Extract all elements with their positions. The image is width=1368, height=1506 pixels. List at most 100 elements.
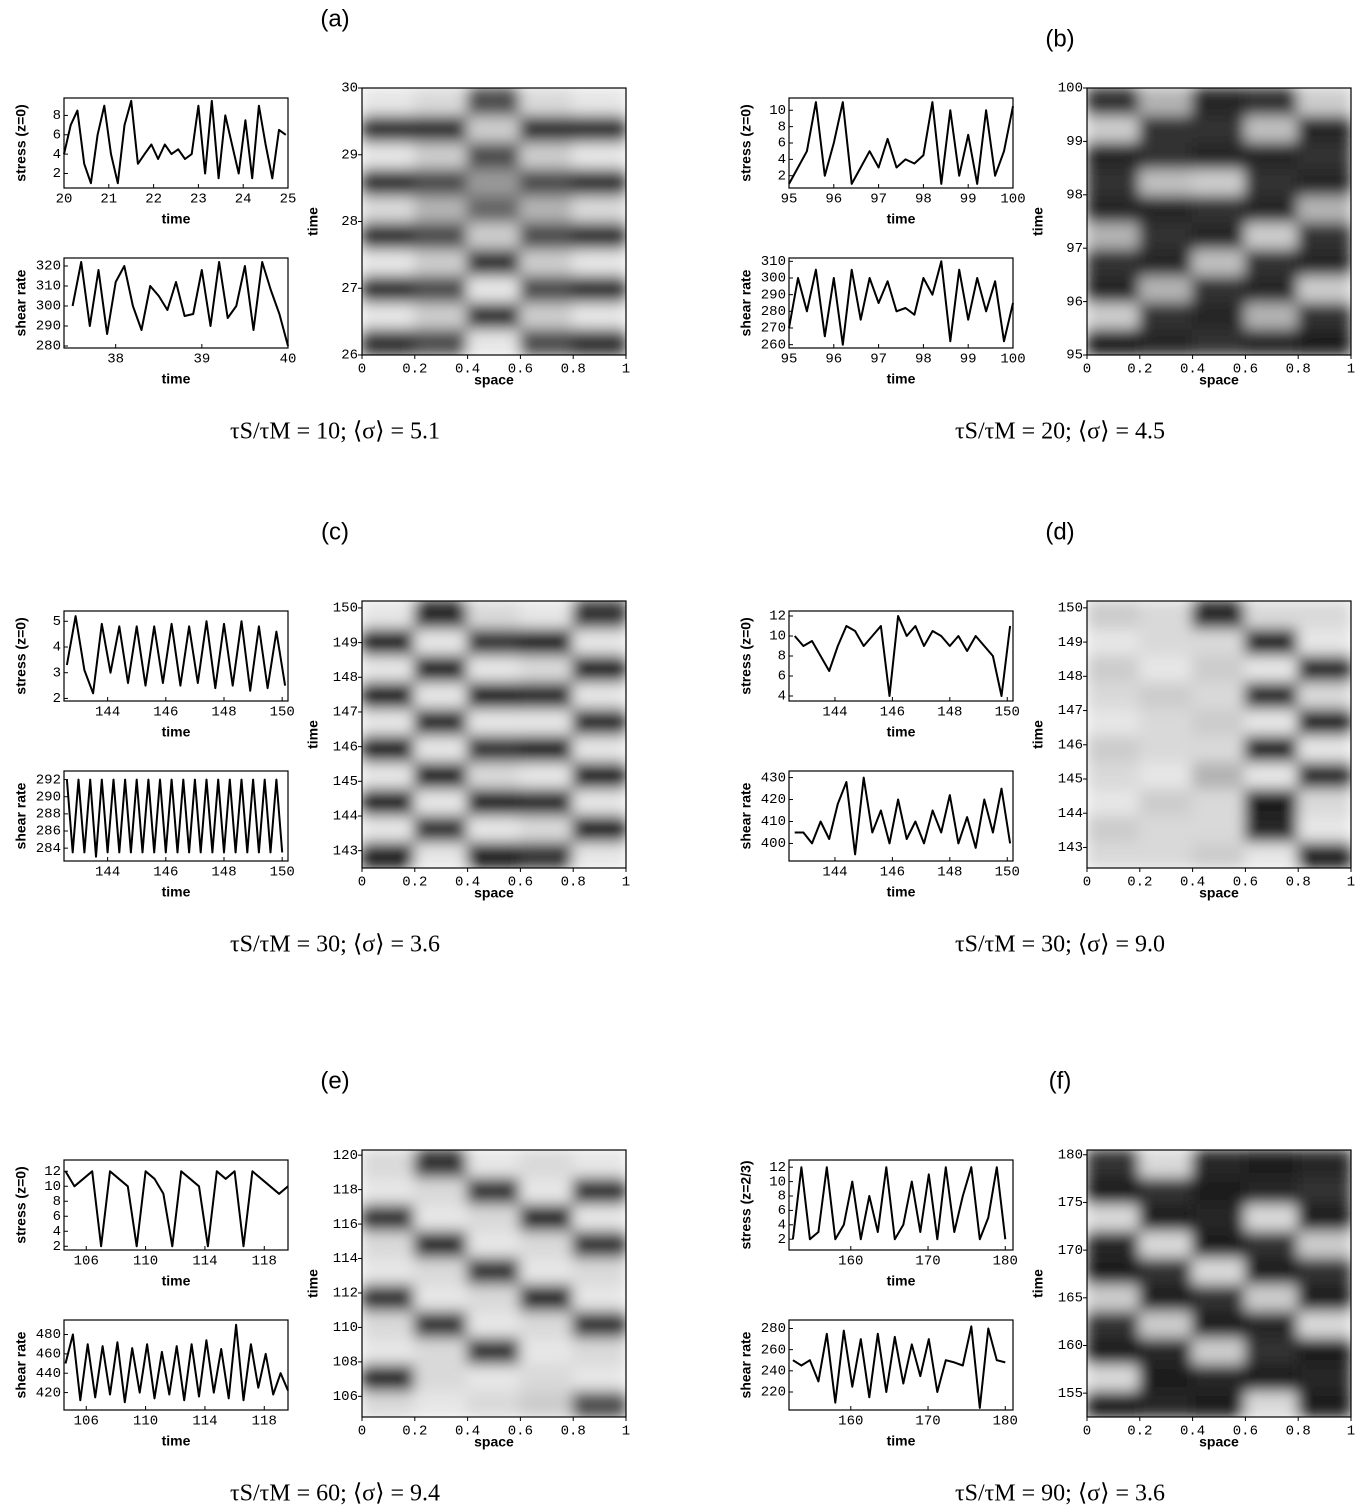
y-tick-label: 12 [769, 609, 786, 625]
x-tick-label: 146 [880, 705, 905, 721]
heatmap-cell [362, 1389, 416, 1417]
y-tick-label: 6 [778, 136, 786, 152]
x-tick-label: 0.8 [561, 1424, 586, 1440]
heatmap-cell [466, 1150, 522, 1178]
y-tick-label: 145 [1058, 772, 1083, 788]
heatmap-cell [362, 1282, 416, 1312]
heatmap-cell [1244, 680, 1300, 709]
x-tick-label: 0 [358, 1424, 366, 1440]
heatmap-cell [362, 273, 416, 303]
x-tick-label: 148 [211, 865, 236, 881]
heatmap-cell [1191, 601, 1247, 629]
heatmap-cell [1087, 1309, 1141, 1338]
x-tick-label: 1 [1347, 875, 1355, 891]
x-tick-label: 170 [915, 1414, 940, 1430]
heatmap-cell [1191, 273, 1247, 303]
panel-caption: τS/τM = 90; ⟨σ⟩ = 3.6 [955, 1481, 1165, 1506]
plot-frame [63, 770, 289, 862]
panel-label: (b) [1045, 25, 1074, 52]
heatmap-cell [572, 706, 626, 736]
heatmap-cell [1138, 327, 1194, 355]
heatmap-cell [466, 88, 522, 116]
heatmap-cell [1244, 653, 1300, 683]
y-tick-label: 286 [36, 824, 61, 840]
x-tick-label: 1 [622, 1424, 630, 1440]
y-tick-label: 165 [1058, 1291, 1083, 1307]
heatmap-cell [413, 220, 469, 250]
heatmap-cell [519, 1282, 575, 1312]
heatmap-cell [466, 1229, 522, 1258]
heatmap-cell [572, 247, 626, 276]
heatmap-cell [1297, 1255, 1351, 1285]
heatmap-area [362, 601, 626, 868]
heatmap-cell [1244, 1389, 1300, 1417]
heatmap-cell [519, 813, 575, 843]
heatmap-cell [1297, 193, 1351, 223]
heatmap-cell [519, 733, 575, 763]
data-line [794, 776, 1012, 856]
x-tick-label: 0 [358, 362, 366, 378]
x-axis-label: time [887, 884, 916, 900]
heatmap-cell [1244, 601, 1300, 629]
y-tick-label: 149 [1058, 635, 1083, 651]
x-axis-label: time [162, 724, 191, 740]
x-tick-label: 0.4 [455, 875, 480, 891]
heatmap-cell [572, 1255, 626, 1285]
panel-label: (d) [1045, 518, 1074, 545]
y-axis-label: time [305, 1269, 321, 1298]
y-tick-label: 143 [1058, 840, 1083, 856]
panel-label: (f) [1049, 1067, 1072, 1094]
y-tick-label: 6 [53, 1209, 61, 1225]
x-tick-label: 160 [838, 1414, 863, 1430]
x-tick-label: 20 [56, 192, 73, 208]
y-tick-label: 284 [36, 841, 61, 857]
heatmap-cell [519, 140, 575, 170]
heatmap-cell [1297, 601, 1351, 629]
heatmap-cell [519, 1175, 575, 1205]
heatmap-cell [1297, 1202, 1351, 1232]
x-tick-label: 22 [145, 192, 162, 208]
heatmap-cell [519, 327, 575, 355]
y-tick-label: 144 [333, 809, 358, 825]
y-tick-label: 12 [44, 1164, 61, 1180]
heatmap-cell [362, 1255, 416, 1285]
heatmap-cell [413, 1175, 469, 1205]
x-tick-label: 99 [960, 352, 977, 368]
heatmap-cell [1297, 113, 1351, 143]
heatmap-cell [1191, 760, 1247, 789]
x-axis-label: space [474, 885, 514, 901]
heatmap-cell [1244, 1255, 1300, 1285]
heatmap-cell [413, 786, 469, 816]
x-tick-label: 148 [211, 705, 236, 721]
x-tick-label: 106 [74, 1254, 99, 1270]
y-tick-label: 2 [778, 168, 786, 184]
heatmap-cell [1297, 840, 1351, 868]
heatmap-cell [1138, 140, 1194, 170]
x-tick-label: 160 [838, 1254, 863, 1270]
heatmap-cell [1244, 706, 1300, 736]
heatmap-cell [1191, 786, 1247, 816]
x-tick-label: 23 [190, 192, 207, 208]
heatmap-cell [1244, 626, 1300, 656]
heatmap-cell [1087, 653, 1141, 683]
heatmap-cell [466, 1202, 522, 1232]
heatmap-cell [413, 1282, 469, 1312]
heatmap-cell [362, 220, 416, 250]
heatmap-cell [1244, 840, 1300, 868]
heatmap-cell [1191, 733, 1247, 763]
y-tick-label: 144 [1058, 806, 1083, 822]
y-tick-label: 145 [333, 774, 358, 790]
x-axis-label: time [887, 211, 916, 227]
heatmap-cell [1138, 247, 1194, 276]
x-tick-label: 0.4 [1180, 1424, 1205, 1440]
panel-label: (a) [320, 5, 349, 32]
heatmap-cell [362, 706, 416, 736]
heatmap-cell [572, 273, 626, 303]
heatmap-cell [572, 1282, 626, 1312]
plot-frame [788, 257, 1014, 349]
data-line [64, 1170, 289, 1248]
heatmap-cell [1191, 813, 1247, 843]
heatmap-cell [1191, 327, 1247, 355]
heatmap-cell [1138, 1202, 1194, 1232]
panel-caption: τS/τM = 30; ⟨σ⟩ = 9.0 [955, 932, 1165, 958]
